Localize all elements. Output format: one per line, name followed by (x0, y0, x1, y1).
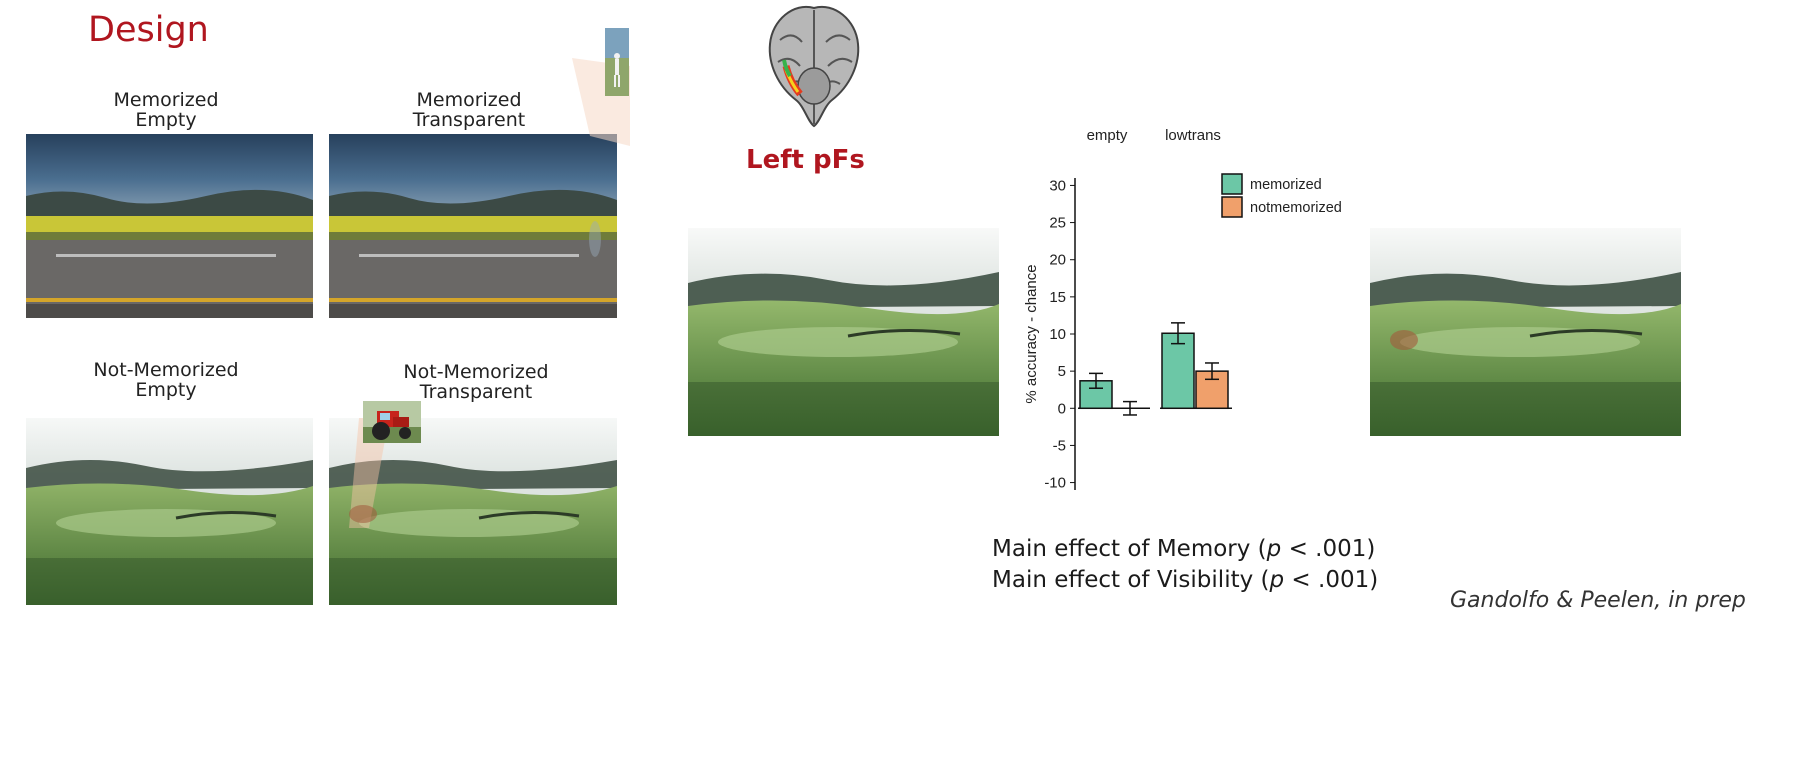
region-label: Left pFs (746, 145, 865, 175)
condition-line2: Transparent (419, 381, 533, 403)
memory-effect-text: Main effect of Memory (p < .001) (992, 536, 1375, 562)
effect-prefix: Main effect of Memory ( (992, 536, 1267, 562)
condition-label-memorized-transparent: Memorized Transparent (329, 90, 609, 130)
y-tick-label: 20 (1049, 252, 1066, 269)
road-scene-image (329, 134, 617, 318)
person-icon (605, 28, 629, 96)
meadow-scene-image (26, 418, 313, 605)
road-scene-image (26, 134, 313, 318)
category-label: empty (1087, 127, 1128, 144)
citation: Gandolfo & Peelen, in prep (1450, 588, 1746, 613)
condition-label-notmemorized-transparent: Not-Memorized Transparent (336, 362, 616, 402)
legend-label: memorized (1250, 177, 1322, 193)
condition-label-notmemorized-empty: Not-Memorized Empty (26, 360, 306, 400)
category-label: lowtrans (1165, 127, 1221, 144)
legend-swatch (1221, 196, 1243, 218)
bar-chart: 30 25 20 15 10 5 0 -5 -10 % accuracy - chance empt… (1023, 127, 1342, 492)
effect-suffix: < .001) (1284, 567, 1379, 593)
effect-suffix: < .001) (1281, 536, 1376, 562)
y-tick-label: 30 (1049, 177, 1066, 194)
legend-swatch (1221, 173, 1243, 195)
visibility-effect-text: Main effect of Visibility (p < .001) (992, 567, 1378, 593)
slide-title: Design (88, 10, 209, 50)
condition-line1: Memorized (113, 89, 219, 111)
y-tick-label: 0 (1058, 400, 1066, 417)
meadow-scene-image (688, 228, 999, 436)
y-axis-label: % accuracy - chance (1023, 264, 1040, 403)
condition-label-memorized-empty: Memorized Empty (26, 90, 306, 130)
bar (1161, 332, 1195, 410)
effect-prefix: Main effect of Visibility ( (992, 567, 1270, 593)
y-tick-label: 25 (1049, 215, 1066, 232)
y-tick-label: -5 (1053, 437, 1066, 454)
y-tick-label: 10 (1049, 326, 1066, 343)
legend-label: notmemorized (1250, 200, 1342, 216)
condition-line2: Empty (135, 379, 197, 401)
meadow-scene-image (1370, 228, 1681, 436)
meadow-scene-image (329, 418, 617, 605)
p-symbol: p (1266, 536, 1282, 562)
y-tick-label: -10 (1044, 475, 1066, 492)
y-tick-label: 15 (1049, 289, 1066, 306)
brain-scan-icon (756, 0, 872, 130)
condition-line1: Not-Memorized (403, 361, 549, 383)
condition-line2: Empty (135, 109, 197, 131)
y-tick-label: 5 (1058, 363, 1066, 380)
condition-line1: Memorized (416, 89, 522, 111)
tractor-icon (363, 401, 421, 443)
condition-line2: Transparent (412, 109, 526, 131)
condition-line1: Not-Memorized (93, 359, 239, 381)
p-symbol: p (1269, 567, 1285, 593)
